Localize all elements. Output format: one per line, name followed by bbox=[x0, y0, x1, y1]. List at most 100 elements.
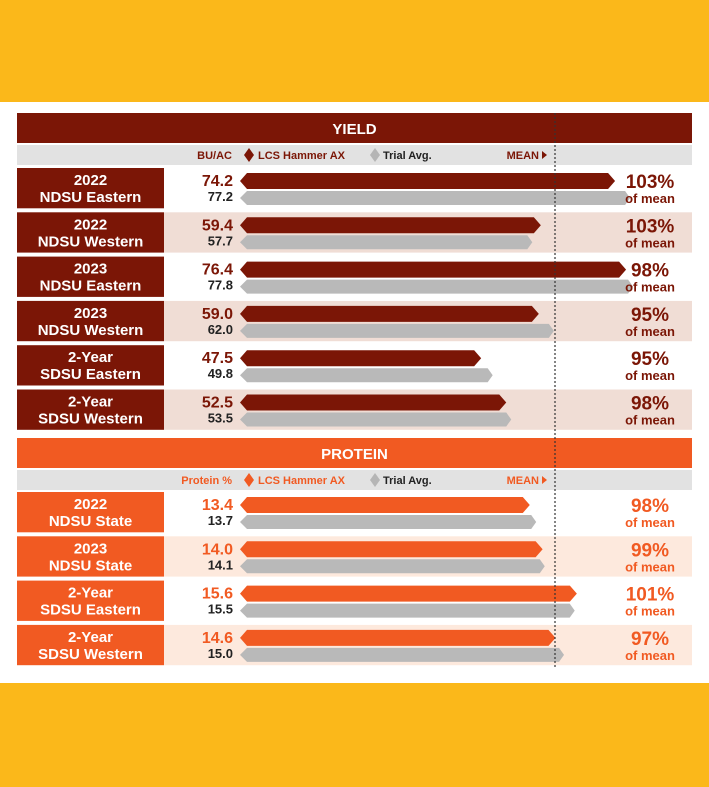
value-label-avg: 77.8 bbox=[208, 278, 233, 293]
value-label-avg: 77.2 bbox=[208, 189, 233, 204]
category-label-line1: 2023 bbox=[74, 305, 107, 322]
category-label-box bbox=[17, 212, 164, 253]
section-title-bar bbox=[17, 438, 692, 468]
percent-of-mean: 103% bbox=[626, 172, 675, 193]
value-label-hammer: 76.4 bbox=[202, 262, 233, 279]
bar-hammer bbox=[240, 173, 616, 189]
category-label-box bbox=[17, 389, 164, 430]
value-label-hammer: 14.0 bbox=[202, 541, 233, 558]
legend-band bbox=[17, 470, 692, 490]
category-label-line2: SDSU Eastern bbox=[40, 602, 141, 619]
bar-hammer bbox=[240, 585, 577, 602]
bar-hammer bbox=[240, 305, 539, 322]
category-label-line1: 2023 bbox=[74, 540, 107, 557]
bar-avg bbox=[240, 191, 631, 205]
value-label-avg: 13.7 bbox=[208, 513, 233, 528]
legend-marker-hammer bbox=[244, 473, 254, 487]
section-title-bar bbox=[17, 113, 692, 143]
category-label-line1: 2023 bbox=[74, 261, 107, 278]
legend-label-hammer: LCS Hammer AX bbox=[258, 150, 346, 162]
category-label-box bbox=[17, 300, 164, 342]
bar-hammer bbox=[240, 629, 556, 646]
percent-suffix: of mean bbox=[625, 413, 675, 428]
percent-of-mean: 99% bbox=[631, 540, 669, 561]
percent-suffix: of mean bbox=[625, 235, 675, 250]
value-label-hammer: 52.5 bbox=[202, 395, 233, 412]
category-label-box bbox=[17, 168, 164, 209]
category-label-line2: NDSU State bbox=[49, 557, 132, 574]
category-label-line2: NDSU State bbox=[49, 513, 132, 530]
category-label-line2: NDSU Western bbox=[38, 322, 144, 339]
legend-label-avg: Trial Avg. bbox=[383, 475, 432, 487]
legend-label-hammer: LCS Hammer AX bbox=[258, 475, 346, 487]
percent-of-mean: 98% bbox=[631, 496, 669, 517]
bar-hammer bbox=[240, 394, 507, 411]
bar-hammer bbox=[240, 497, 530, 513]
category-label-line2: NDSU Western bbox=[38, 233, 144, 250]
legend-band bbox=[17, 145, 692, 165]
percent-suffix: of mean bbox=[625, 280, 675, 295]
value-label-hammer: 59.0 bbox=[202, 306, 233, 323]
value-label-avg: 49.8 bbox=[208, 366, 233, 381]
percent-of-mean: 98% bbox=[631, 394, 669, 415]
value-label-hammer: 15.6 bbox=[202, 586, 233, 603]
percent-suffix: of mean bbox=[625, 515, 675, 530]
percent-suffix: of mean bbox=[625, 368, 675, 383]
category-label-line2: SDSU Western bbox=[38, 411, 143, 428]
bar-avg bbox=[240, 412, 512, 427]
percent-suffix: of mean bbox=[625, 604, 675, 619]
category-label-line2: SDSU Eastern bbox=[40, 366, 141, 383]
category-label-line1: 2-Year bbox=[68, 629, 113, 646]
category-label-line1: 2-Year bbox=[68, 585, 113, 602]
bar-avg bbox=[240, 603, 575, 618]
legend-label-avg: Trial Avg. bbox=[383, 150, 432, 162]
bar-avg bbox=[240, 647, 565, 662]
percent-of-mean: 103% bbox=[626, 216, 675, 237]
bar-hammer bbox=[240, 350, 482, 367]
value-label-avg: 57.7 bbox=[208, 233, 233, 248]
category-label-box bbox=[17, 492, 164, 533]
mean-arrow-icon bbox=[542, 476, 547, 484]
bar-hammer bbox=[240, 541, 543, 558]
percent-suffix: of mean bbox=[625, 648, 675, 663]
category-label-box bbox=[17, 536, 164, 577]
value-label-avg: 14.1 bbox=[208, 557, 233, 572]
comparison-panel: YIELD BU/AC LCS Hammer AX Trial Avg. MEAN 202… bbox=[0, 102, 709, 683]
legend-marker-avg bbox=[370, 148, 380, 162]
percent-suffix: of mean bbox=[625, 559, 675, 574]
legend-marker-avg bbox=[370, 473, 380, 487]
value-label-hammer: 59.4 bbox=[202, 217, 233, 234]
value-label-hammer: 13.4 bbox=[202, 497, 233, 514]
section-title: PROTEIN bbox=[321, 446, 388, 463]
bar-hammer bbox=[240, 217, 541, 234]
bar-hammer bbox=[240, 261, 627, 278]
bar-avg bbox=[240, 235, 533, 250]
value-label-hammer: 14.6 bbox=[202, 630, 233, 647]
mean-label: MEAN bbox=[507, 475, 539, 487]
category-label-line2: NDSU Eastern bbox=[40, 278, 142, 295]
bar-avg bbox=[240, 515, 537, 529]
value-label-hammer: 74.2 bbox=[202, 173, 233, 190]
category-label-line1: 2-Year bbox=[68, 394, 113, 411]
category-label-line2: SDSU Western bbox=[38, 646, 143, 663]
legend-marker-hammer bbox=[244, 148, 254, 162]
value-label-avg: 62.0 bbox=[208, 322, 233, 337]
category-label-line1: 2022 bbox=[74, 496, 107, 513]
bar-avg bbox=[240, 279, 634, 294]
mean-arrow-icon bbox=[542, 151, 547, 159]
category-label-box bbox=[17, 580, 164, 621]
value-label-hammer: 47.5 bbox=[202, 350, 233, 367]
percent-of-mean: 95% bbox=[631, 305, 669, 326]
category-label-line2: NDSU Eastern bbox=[40, 189, 142, 206]
comparison-chart: YIELD BU/AC LCS Hammer AX Trial Avg. MEAN 202… bbox=[17, 113, 692, 667]
unit-label: Protein % bbox=[181, 475, 232, 487]
percent-of-mean: 95% bbox=[631, 349, 669, 370]
value-label-avg: 15.0 bbox=[208, 646, 233, 661]
percent-of-mean: 98% bbox=[631, 261, 669, 282]
category-label-line1: 2-Year bbox=[68, 349, 113, 366]
unit-label: BU/AC bbox=[197, 150, 232, 162]
bar-avg bbox=[240, 559, 545, 574]
mean-label: MEAN bbox=[507, 150, 539, 162]
category-label-box bbox=[17, 345, 164, 386]
category-label-box bbox=[17, 256, 164, 297]
